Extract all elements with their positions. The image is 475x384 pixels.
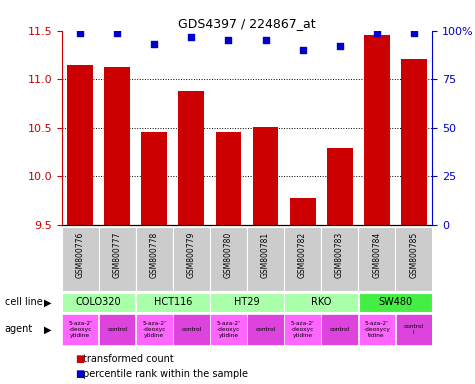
Bar: [173, 227, 210, 291]
Bar: [358, 227, 395, 291]
Bar: [364, 35, 390, 225]
Text: 5-aza-2'
-deoxyc
ytidine: 5-aza-2' -deoxyc ytidine: [142, 321, 166, 338]
Point: [336, 43, 343, 49]
Bar: [142, 132, 167, 225]
Text: control: control: [256, 327, 276, 332]
Text: 5-aza-2'
-deoxyc
ytidine: 5-aza-2' -deoxyc ytidine: [217, 321, 240, 338]
Title: GDS4397 / 224867_at: GDS4397 / 224867_at: [178, 17, 316, 30]
Bar: [136, 293, 209, 312]
Bar: [284, 227, 321, 291]
Text: GSM800785: GSM800785: [409, 232, 418, 278]
Bar: [99, 227, 136, 291]
Bar: [62, 293, 135, 312]
Bar: [396, 314, 432, 345]
Bar: [321, 227, 358, 291]
Bar: [395, 227, 432, 291]
Bar: [327, 148, 352, 225]
Text: control: control: [330, 327, 350, 332]
Point: [151, 41, 158, 47]
Bar: [285, 293, 358, 312]
Point: [373, 30, 380, 36]
Text: ▶: ▶: [44, 297, 51, 308]
Text: 5-aza-2'
-deoxycy
tidine: 5-aza-2' -deoxycy tidine: [363, 321, 390, 338]
Bar: [359, 293, 432, 312]
Text: ■: ■: [75, 354, 84, 364]
Text: GSM800781: GSM800781: [261, 232, 270, 278]
Point: [410, 30, 418, 36]
Text: cell line: cell line: [5, 297, 42, 308]
Text: COLO320: COLO320: [76, 297, 122, 308]
Bar: [253, 127, 278, 225]
Bar: [136, 227, 173, 291]
Bar: [104, 66, 130, 225]
Text: control
l: control l: [404, 324, 424, 335]
Point: [262, 37, 269, 43]
Bar: [62, 227, 99, 291]
Bar: [136, 314, 172, 345]
Text: RKO: RKO: [311, 297, 331, 308]
Point: [225, 37, 232, 43]
Bar: [210, 293, 284, 312]
Bar: [210, 227, 247, 291]
Text: SW480: SW480: [378, 297, 412, 308]
Bar: [216, 132, 241, 225]
Text: GSM800783: GSM800783: [335, 232, 344, 278]
Text: agent: agent: [5, 324, 33, 334]
Text: GSM800778: GSM800778: [150, 232, 159, 278]
Point: [188, 33, 195, 40]
Bar: [210, 314, 247, 345]
Bar: [322, 314, 358, 345]
Text: percentile rank within the sample: percentile rank within the sample: [83, 369, 248, 379]
Text: GSM800779: GSM800779: [187, 232, 196, 278]
Bar: [285, 314, 321, 345]
Text: 5-aza-2'
-deoxyc
ytidine: 5-aza-2' -deoxyc ytidine: [68, 321, 92, 338]
Bar: [359, 314, 395, 345]
Text: GSM800784: GSM800784: [372, 232, 381, 278]
Text: ■: ■: [75, 369, 84, 379]
Text: GSM800780: GSM800780: [224, 232, 233, 278]
Point: [299, 47, 306, 53]
Point: [76, 30, 84, 36]
Bar: [179, 91, 204, 225]
Bar: [173, 314, 209, 345]
Bar: [290, 199, 315, 225]
Point: [114, 30, 121, 36]
Text: GSM800776: GSM800776: [76, 232, 85, 278]
Text: HCT116: HCT116: [154, 297, 192, 308]
Text: GSM800782: GSM800782: [298, 232, 307, 278]
Bar: [67, 65, 93, 225]
Bar: [62, 314, 98, 345]
Text: ▶: ▶: [44, 324, 51, 334]
Bar: [99, 314, 135, 345]
Text: HT29: HT29: [234, 297, 260, 308]
Text: control: control: [107, 327, 127, 332]
Text: transformed count: transformed count: [83, 354, 174, 364]
Bar: [247, 227, 284, 291]
Text: 5-aza-2'
-deoxyc
ytidine: 5-aza-2' -deoxyc ytidine: [291, 321, 314, 338]
Bar: [401, 59, 427, 225]
Bar: [247, 314, 284, 345]
Text: control: control: [181, 327, 201, 332]
Text: GSM800777: GSM800777: [113, 232, 122, 278]
